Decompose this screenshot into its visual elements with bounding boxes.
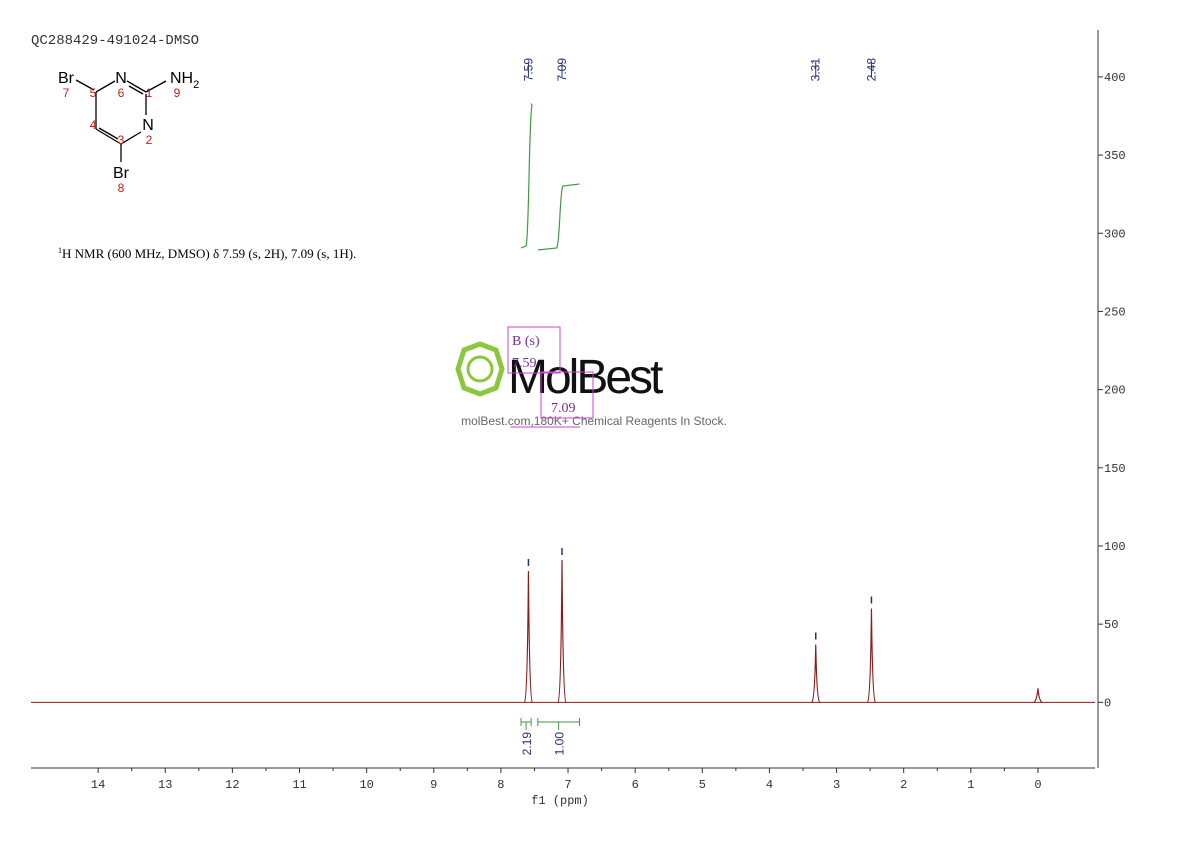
x-tick-label: 5 (699, 778, 706, 792)
peak-label: 7.59 (521, 58, 535, 82)
x-tick-label: 10 (359, 778, 373, 792)
x-tick-label: 3 (833, 778, 840, 792)
multiplet-name: B (s) (512, 334, 540, 349)
y-tick-label: 350 (1104, 149, 1126, 163)
y-tick-label: 400 (1104, 71, 1126, 85)
atom-number: 1 (146, 86, 153, 100)
x-tick-label: 9 (430, 778, 437, 792)
y-tick-label: 200 (1104, 384, 1126, 398)
x-tick-label: 8 (497, 778, 504, 792)
multiplet-shift: 7.59 (512, 356, 537, 371)
atom-number: 2 (146, 133, 153, 147)
peak (866, 608, 877, 703)
x-tick-label: 0 (1034, 778, 1041, 792)
x-tick-label: 11 (292, 778, 306, 792)
y-tick-label: 100 (1104, 540, 1126, 554)
x-tick-label: 2 (900, 778, 907, 792)
integral-label: 1.00 (553, 732, 567, 756)
multiplet-shift: 7.09 (551, 401, 576, 416)
atom: N (115, 70, 127, 87)
atom-subscript: 2 (193, 79, 199, 91)
y-tick-label: 150 (1104, 462, 1126, 476)
atom-number: 9 (174, 86, 181, 100)
peak (1033, 688, 1043, 703)
y-tick-label: 0 (1104, 696, 1111, 710)
tagline: molBest.com,180K+ Chemical Reagents In S… (461, 414, 727, 428)
y-tick-label: 300 (1104, 227, 1126, 241)
x-tick-label: 6 (632, 778, 639, 792)
atom: NH2 (170, 70, 199, 91)
x-tick-label: 7 (564, 778, 571, 792)
y-tick-label: 250 (1104, 305, 1126, 319)
atom-number: 8 (118, 181, 125, 195)
integral-curve (520, 103, 533, 249)
peak-label: 2.48 (864, 58, 878, 82)
x-tick-label: 12 (225, 778, 239, 792)
y-tick-label: 50 (1104, 618, 1118, 632)
atom: N (142, 117, 154, 134)
description-text: H NMR (600 MHz, DMSO) δ 7.59 (s, 2H), 7.… (62, 246, 356, 261)
x-tick-label: 14 (91, 778, 105, 792)
description: 1H NMR (600 MHz, DMSO) δ 7.59 (s, 2H), 7… (58, 246, 356, 261)
integral-label: 2.19 (520, 732, 534, 756)
atom-number: 5 (90, 86, 97, 100)
x-tick-label: 13 (158, 778, 172, 792)
logo-shape (455, 341, 505, 397)
atom-number: 6 (118, 86, 125, 100)
peak-label: 7.09 (555, 58, 569, 82)
molecule-bonds (75, 79, 167, 162)
x-tick-label: 1 (967, 778, 974, 792)
x-tick-label: 4 (766, 778, 773, 792)
description-sup: 1 (58, 246, 62, 255)
integral-curve (537, 183, 580, 251)
peak (811, 644, 821, 703)
watermark: MolBest molBest.com,180K+ Chemical Reage… (455, 341, 727, 428)
logo-text: MolBest (508, 351, 663, 404)
atom-number: 7 (63, 86, 70, 100)
atom: Br (58, 70, 75, 87)
chart-title: QC288429-491024-DMSO (31, 33, 199, 49)
peak-label: 3.31 (809, 58, 823, 82)
atom: Br (113, 165, 130, 182)
peak (557, 560, 567, 703)
x-axis-label: f1 (ppm) (531, 794, 589, 808)
logo-ring (466, 355, 494, 383)
atom-numbers: 7 5 6 1 9 4 2 3 8 (63, 86, 181, 195)
atom-number: 4 (90, 118, 97, 132)
multiplet-box (507, 326, 561, 374)
peak (523, 570, 533, 703)
atom: NH (170, 70, 193, 87)
multiplet-box (540, 371, 594, 419)
atom-number: 3 (118, 133, 125, 147)
